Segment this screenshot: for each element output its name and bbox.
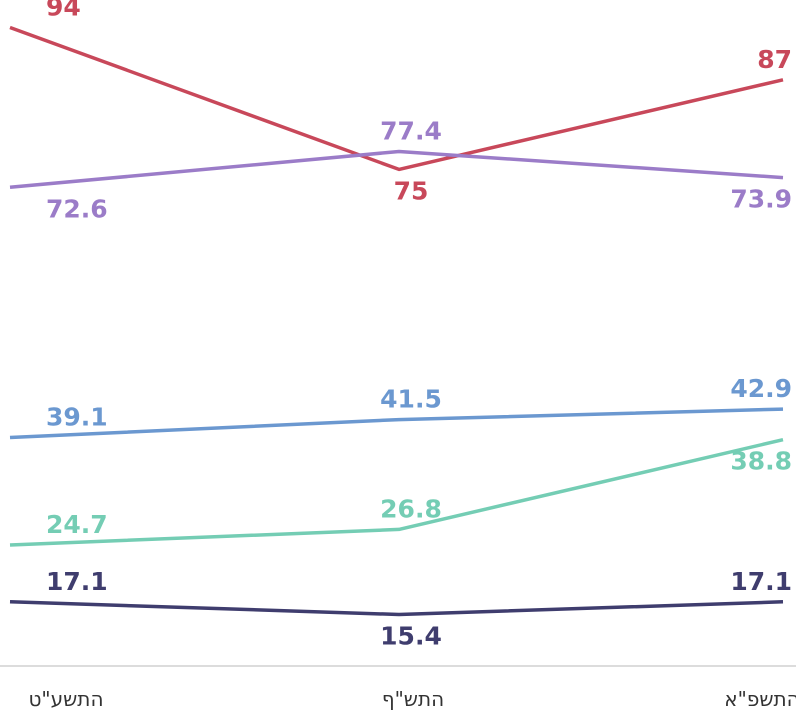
x-tick-label-1: התשע"ט	[28, 687, 103, 711]
data-label-s1-p3: 87	[757, 45, 792, 74]
data-label-s5-p2: 15.4	[380, 622, 442, 651]
data-labels: 94 75 87 72.6 77.4 73.9 39.1 41.5 42.9 24.7 26.8 38…	[46, 0, 792, 651]
data-label-s3-p3: 42.9	[730, 374, 792, 403]
series-lines	[9, 25, 784, 617]
data-label-s4-p3: 38.8	[730, 447, 792, 476]
series-line-3	[9, 407, 784, 440]
data-label-s2-p3: 73.9	[730, 185, 792, 214]
data-label-s1-p1: 94	[46, 0, 81, 22]
x-tick-label-3: התשפ"א	[724, 687, 796, 711]
series-line-2	[9, 149, 784, 190]
x-tick-label-2: התש"ף	[382, 687, 444, 711]
data-label-s4-p2: 26.8	[380, 494, 442, 523]
series-line-4	[9, 437, 784, 547]
data-label-s3-p1: 39.1	[46, 403, 108, 432]
data-label-s4-p1: 24.7	[46, 510, 108, 539]
data-label-s2-p1: 72.6	[46, 194, 108, 223]
data-label-s5-p3: 17.1	[730, 567, 792, 596]
x-tick-labels: התשע"ט התש"ף התשפ"א	[28, 687, 796, 711]
series-line-5	[9, 600, 784, 617]
data-label-s5-p1: 17.1	[46, 567, 108, 596]
data-label-s2-p2: 77.4	[380, 117, 442, 146]
data-label-s3-p2: 41.5	[380, 385, 442, 414]
series-line-1	[9, 25, 784, 172]
data-label-s1-p2: 75	[394, 176, 429, 205]
